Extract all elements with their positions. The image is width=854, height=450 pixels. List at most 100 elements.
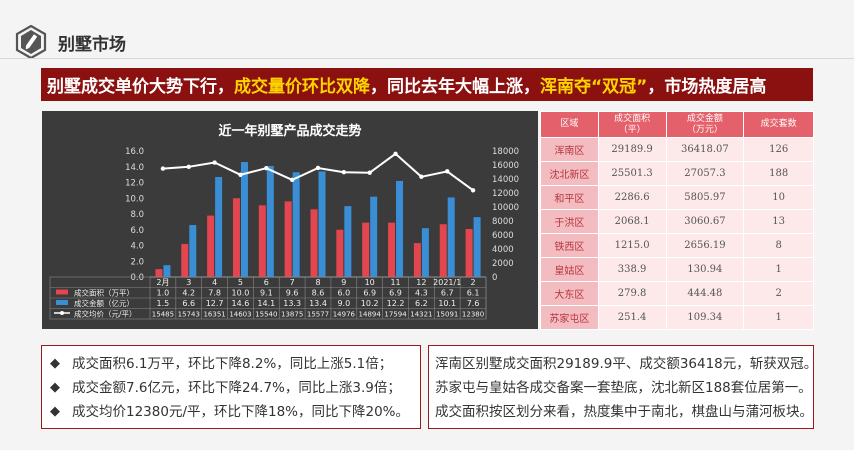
legend-label: 成交金额（亿元） [74,298,134,308]
summary-left-line: 成交均价12380元/平，环比下降18%，同比下降20%。 [50,400,420,424]
banner-highlight-1: 成交量价环比双降 [234,77,370,97]
region-name-cell: 于洪区 [540,209,599,234]
region-value-cell: 29189.9 [597,137,667,162]
table-row: 铁西区 1215.0 2656.19 8 [540,233,814,258]
price-point [186,164,191,169]
bar-amount [266,165,274,277]
y-left-tick-label: 6.0 [130,226,144,236]
summary-right-line: 浑南区别墅成交面积29189.9平、成交额36418元，斩获双冠。 [435,356,818,372]
region-table: 区域 成交面积 （平） 成交金额 （万元） 成交套数 浑南区 29189.9 36418.07 1… [540,111,814,330]
data-table-value: 6.6 [182,299,195,308]
region-name-cell: 皇姑区 [540,257,599,282]
region-table-header: 成交面积 （平） [597,111,667,138]
y-left-tick-label: 2.0 [130,257,144,267]
bar-area [362,222,370,277]
table-row: 沈北新区 25501.3 27057.3 188 [540,161,814,186]
price-point [212,160,217,165]
legend-swatch [56,289,68,295]
region-value-cell: 1215.0 [597,233,667,258]
data-table-value: 15577 [307,311,329,319]
region-name-cell: 和平区 [540,185,599,210]
summary-right-box: 浑南区别墅成交面积29189.9平、成交额36418元，斩获双冠。 苏家屯与皇姑… [428,345,818,429]
summary-right-line: 苏家屯与皇姑各成交备案一套垫底，沈北新区188套位居第一。 [435,380,812,396]
region-value-cell: 13 [743,209,814,234]
data-table-value: 15743 [178,311,200,319]
data-table-value: 17594 [384,311,407,319]
bar-amount [344,206,352,277]
table-row: 浑南区 29189.9 36418.07 126 [540,137,814,162]
trend-chart: 近一年别墅产品成交走势 0.0 2.0 4.0 6.0 8.0 10.0 12.0 14.0 16… [49,123,519,320]
y-right-tick-label: 10000 [492,203,519,213]
bar-amount [473,217,481,277]
data-table-value: 13.3 [283,299,301,308]
data-table-value: 6.0 [337,289,350,298]
region-value-cell: 126 [743,137,814,162]
region-value-cell: 1 [743,305,814,330]
bar-amount [447,197,455,277]
region-value-cell: 2 [743,281,814,306]
bar-amount [240,162,248,277]
x-tick-label: 3 [186,278,191,287]
bar-area [465,228,473,277]
data-table-value: 16351 [203,311,225,319]
region-value-cell: 188 [743,161,814,186]
price-point [367,170,372,175]
y-right-tick-label: 14000 [492,175,519,185]
data-table-value: 13875 [281,311,303,319]
data-table-value: 4.2 [182,289,195,298]
bar-amount [189,225,197,277]
data-table-value: 9.6 [286,289,299,298]
y-right-tick-label: 6000 [492,231,514,241]
y-right-tick-label: 18000 [492,147,519,157]
bar-amount [396,180,404,277]
data-table-value: 10.1 [438,299,456,308]
x-tick-label: 4 [212,278,217,287]
y-right-tick-label: 0 [492,273,497,283]
y-right-tick-label: 2000 [492,259,514,269]
bar-area [207,215,215,277]
x-tick-label: 6 [264,278,269,287]
data-table-value: 14603 [229,311,251,319]
data-table-value: 7.8 [208,289,221,298]
bar-area [155,269,163,277]
data-table-value: 14976 [333,311,356,319]
price-point [341,169,347,175]
region-value-cell: 130.94 [665,257,745,282]
header-divider [0,58,854,59]
table-row: 苏家屯区 251.4 109.34 1 [540,305,814,330]
data-table-value: 6.9 [363,289,376,298]
region-name-cell: 铁西区 [540,233,599,258]
x-tick-label: 7 [290,278,295,287]
x-tick-label: 2月 [156,278,169,287]
x-tick-label: 8 [315,278,320,287]
region-name-cell: 沈北新区 [540,161,599,186]
bar-amount [215,176,223,277]
data-table-value: 9.0 [337,299,350,308]
banner-text-3: ，市场热度居高 [647,77,767,97]
data-table-value: 10.0 [232,289,250,298]
bar-area [310,209,318,277]
y-left-tick-label: 0.0 [130,273,144,283]
data-table-value: 8.6 [312,289,325,298]
x-tick-label: 11 [390,278,400,287]
table-row: 于洪区 2068.1 3060.67 13 [540,209,814,234]
region-name-cell: 大东区 [540,281,599,306]
region-table-header: 成交金额 （万元） [665,111,745,138]
data-table-value: 12.7 [206,299,224,308]
region-table-header: 成交套数 [743,111,814,138]
data-table-value: 15540 [255,311,277,319]
x-tick-label: 10 [365,278,375,287]
data-table-value: 9.1 [260,289,273,298]
data-table-value: 6.7 [441,289,454,298]
region-value-cell: 2068.1 [597,209,667,234]
summary-left-box: 成交面积6.1万平，环比下降8.2%，同比上涨5.1倍； 成交金额7.6亿元，环… [41,345,421,429]
region-name-cell: 苏家屯区 [540,305,599,330]
region-value-cell: 338.9 [597,257,667,282]
legend-swatch [56,300,68,305]
data-table-value: 12.2 [387,299,405,308]
x-tick-label: 9 [341,278,346,287]
data-table-value: 14321 [410,311,432,319]
price-point [160,166,166,171]
y-left-tick-label: 10.0 [125,194,144,204]
bar-amount [370,196,378,277]
